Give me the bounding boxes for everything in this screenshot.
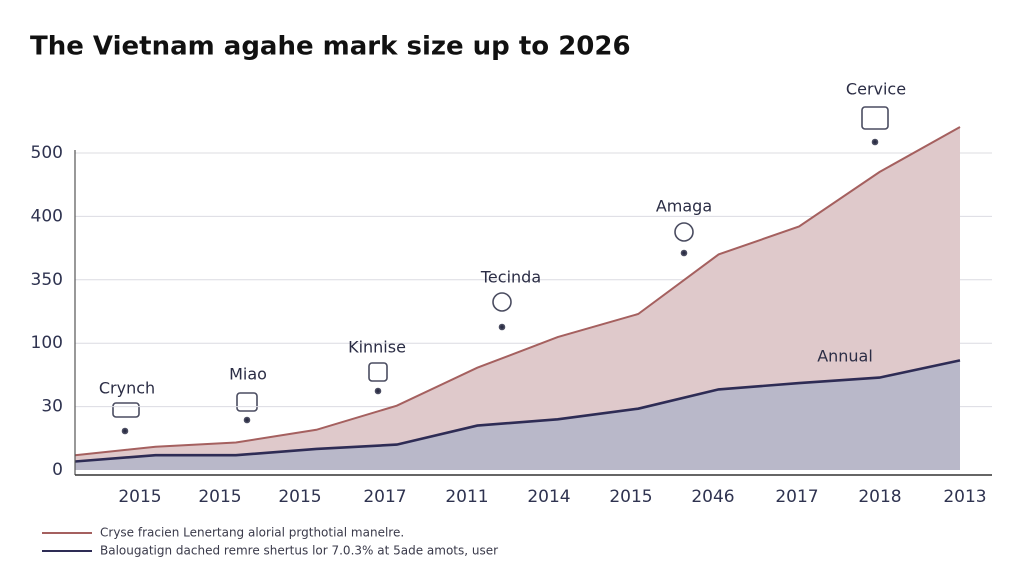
icon bbox=[243, 416, 251, 424]
x-tick-label: 2014 bbox=[527, 487, 570, 507]
annotation: Cervice bbox=[846, 80, 906, 99]
x-tick-label: 2011 bbox=[445, 487, 488, 507]
annotation: Kinnise bbox=[348, 338, 406, 357]
icon bbox=[492, 292, 512, 312]
y-tick-label: 500 bbox=[31, 143, 63, 163]
x-tick-label: 2046 bbox=[691, 487, 734, 507]
legend-label: Cryse fracien Lenertang alorial prgthoti… bbox=[100, 526, 404, 540]
x-tick-label: 2013 bbox=[943, 487, 986, 507]
annotation: Miao bbox=[229, 365, 267, 384]
area bbox=[75, 360, 960, 470]
line bbox=[74, 126, 961, 457]
annotation: Tecinda bbox=[480, 268, 541, 287]
legend-label: Balougatign dached remre shertus lor 7.0… bbox=[100, 544, 498, 558]
x-tick-label: 2018 bbox=[858, 487, 901, 507]
x-tick-label: 2015 bbox=[118, 487, 161, 507]
y-tick-label: 30 bbox=[41, 397, 63, 417]
x-tick-label: 2017 bbox=[363, 487, 406, 507]
line bbox=[74, 359, 961, 463]
icon bbox=[861, 106, 889, 130]
icon bbox=[374, 387, 382, 395]
chart-title: The Vietnam agahe mark size up to 2026 bbox=[30, 32, 631, 62]
x-tick-label: 2015 bbox=[198, 487, 241, 507]
x-tick-label: 2015 bbox=[278, 487, 321, 507]
icon bbox=[498, 323, 506, 331]
icon bbox=[871, 138, 879, 146]
x-tick-label: 2017 bbox=[775, 487, 818, 507]
annotation: Amaga bbox=[656, 197, 712, 216]
y-tick-label: 0 bbox=[52, 460, 63, 480]
icon bbox=[680, 249, 688, 257]
icon bbox=[368, 362, 388, 382]
y-tick-label: 400 bbox=[31, 206, 63, 226]
annotation-icons bbox=[112, 106, 889, 435]
icon bbox=[674, 222, 694, 242]
y-tick-label: 100 bbox=[31, 333, 63, 353]
x-tick-label: 2015 bbox=[609, 487, 652, 507]
icon bbox=[121, 427, 129, 435]
icon bbox=[236, 392, 258, 412]
annotation: Annual bbox=[817, 347, 873, 366]
icon bbox=[112, 402, 140, 418]
area bbox=[75, 127, 960, 470]
annotation: Crynch bbox=[99, 379, 155, 398]
y-tick-label: 350 bbox=[31, 270, 63, 290]
